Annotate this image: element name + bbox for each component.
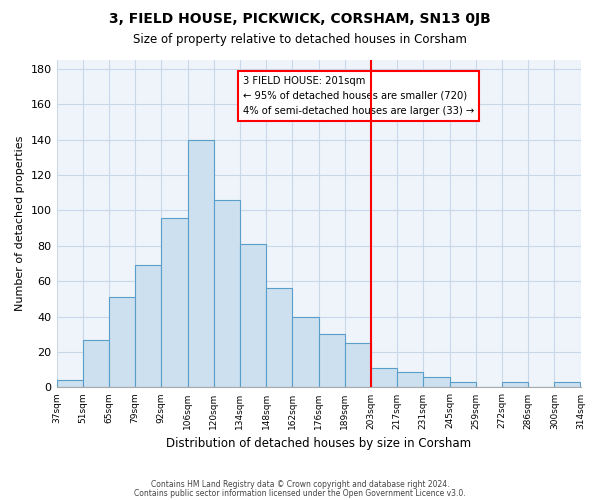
Bar — [56, 380, 83, 388]
Bar — [554, 382, 580, 388]
Bar — [135, 266, 161, 388]
Text: Contains HM Land Registry data © Crown copyright and database right 2024.: Contains HM Land Registry data © Crown c… — [151, 480, 449, 489]
Bar — [161, 218, 188, 388]
Bar — [371, 368, 397, 388]
Bar — [502, 382, 528, 388]
Text: Contains public sector information licensed under the Open Government Licence v3: Contains public sector information licen… — [134, 488, 466, 498]
Bar — [424, 377, 449, 388]
Bar — [109, 297, 135, 388]
Text: Size of property relative to detached houses in Corsham: Size of property relative to detached ho… — [133, 32, 467, 46]
Bar — [188, 140, 214, 388]
Y-axis label: Number of detached properties: Number of detached properties — [15, 136, 25, 312]
Bar — [397, 372, 424, 388]
Bar — [345, 343, 371, 388]
Text: 3 FIELD HOUSE: 201sqm
← 95% of detached houses are smaller (720)
4% of semi-deta: 3 FIELD HOUSE: 201sqm ← 95% of detached … — [242, 76, 474, 116]
Bar — [449, 382, 476, 388]
Bar — [83, 340, 109, 388]
Bar — [240, 244, 266, 388]
Bar — [292, 316, 319, 388]
Bar — [266, 288, 292, 388]
X-axis label: Distribution of detached houses by size in Corsham: Distribution of detached houses by size … — [166, 437, 471, 450]
Bar — [319, 334, 345, 388]
Text: 3, FIELD HOUSE, PICKWICK, CORSHAM, SN13 0JB: 3, FIELD HOUSE, PICKWICK, CORSHAM, SN13 … — [109, 12, 491, 26]
Bar — [214, 200, 240, 388]
